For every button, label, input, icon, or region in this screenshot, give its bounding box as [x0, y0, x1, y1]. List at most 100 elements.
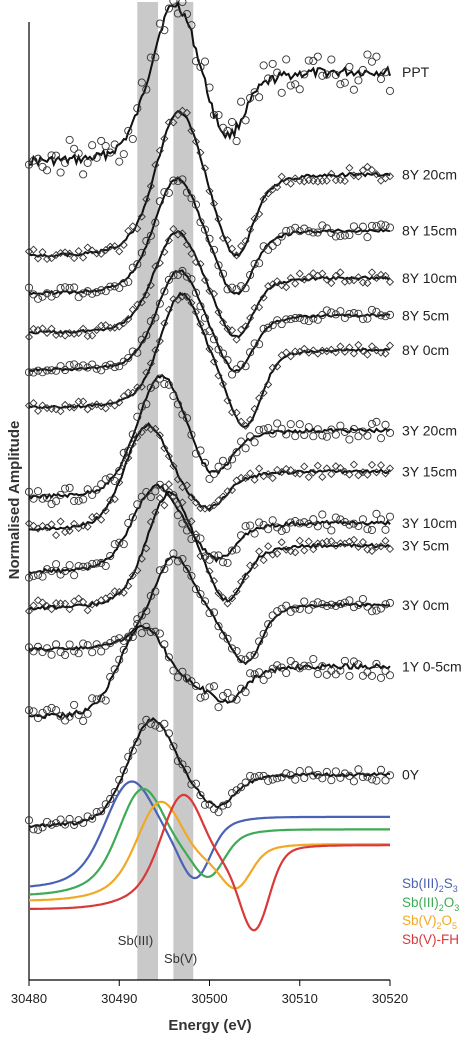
- series-point-2-112: [277, 232, 286, 241]
- series-point-7-122: [300, 462, 309, 471]
- series-point-1-156: [376, 176, 386, 185]
- series-point-12-54: [146, 719, 155, 728]
- series-point-10-80: [205, 609, 214, 618]
- series-point-9-26: [83, 606, 92, 615]
- series-point-2-16: [61, 283, 70, 292]
- series-point-4-144: [349, 309, 358, 318]
- series-point-5-24: [79, 397, 88, 406]
- series-point-6-62: [164, 380, 173, 389]
- series-point-8-50: [137, 492, 146, 501]
- series-point-3-104: [259, 293, 268, 302]
- series-point-10-138: [336, 599, 345, 608]
- series-point-5-38: [110, 401, 119, 410]
- series-point-5-134: [327, 345, 336, 354]
- series-point-3-0: [24, 332, 34, 342]
- series-point-10-4: [33, 642, 43, 651]
- series-point-1-134: [327, 169, 336, 178]
- series-point-12-130: [318, 774, 327, 783]
- series-point-6-72: [187, 430, 196, 439]
- series-point-1-160: [385, 172, 395, 181]
- series-point-4-138: [336, 307, 345, 316]
- series-point-7-144: [349, 460, 358, 469]
- series-point-10-102: [255, 637, 264, 646]
- series-point-2-32: [97, 286, 106, 295]
- series-point-10-84: [214, 622, 223, 631]
- series-point-10-76: [196, 590, 205, 599]
- series-point-1-122: [300, 177, 309, 186]
- series-point-8-98: [246, 521, 255, 530]
- series-point-11-72: [187, 677, 196, 686]
- series-point-0-130: [318, 71, 327, 80]
- series-label-9: 3Y 5cm: [402, 537, 449, 553]
- series-point-8-36: [106, 551, 115, 561]
- series-point-9-94: [237, 577, 246, 586]
- series-point-11-148: [358, 671, 367, 680]
- series-point-5-2: [29, 399, 38, 408]
- series-point-12-148: [358, 772, 367, 782]
- series-point-10-54: [146, 591, 155, 600]
- series-point-7-86: [219, 492, 228, 501]
- series-point-11-86: [218, 691, 228, 700]
- series-point-9-24: [79, 597, 88, 606]
- series-point-9-60: [160, 501, 169, 510]
- series-0: [24, 0, 395, 179]
- series-point-12-122: [300, 773, 309, 783]
- series-point-3-2: [29, 324, 38, 333]
- series-point-12-98: [246, 771, 255, 780]
- series-point-2-88: [223, 285, 232, 294]
- series-point-5-94: [237, 417, 246, 426]
- series-point-6-100: [250, 438, 259, 447]
- series-point-6-88: [223, 461, 232, 470]
- series-point-1-64: [169, 118, 178, 127]
- series-point-4-50: [137, 335, 146, 344]
- series-line-2: [28, 176, 391, 296]
- series-point-7-16: [61, 528, 70, 537]
- series-point-3-140: [340, 277, 349, 286]
- series-point-4-108: [268, 321, 277, 330]
- reference-line-1: [28, 787, 390, 896]
- series-point-0-106: [264, 74, 273, 83]
- series-point-2-4: [33, 294, 43, 303]
- series-point-6-154: [372, 417, 381, 426]
- series-point-8-42: [119, 540, 128, 549]
- series-point-10-158: [381, 600, 390, 609]
- series-point-2-66: [173, 176, 182, 186]
- series-point-10-52: [142, 607, 151, 616]
- series-point-10-68: [178, 554, 187, 564]
- series-point-8-52: [142, 488, 151, 497]
- series-point-2-72: [187, 194, 196, 203]
- series-point-5-132: [322, 347, 331, 356]
- series-point-2-28: [88, 289, 97, 298]
- band-0: [137, 2, 159, 980]
- series-point-12-4: [33, 825, 43, 834]
- series-9: [24, 480, 395, 616]
- series-point-5-92: [232, 408, 241, 417]
- series-point-5-36: [106, 399, 115, 408]
- series-point-10-118: [291, 604, 300, 613]
- series-point-9-40: [115, 587, 124, 597]
- series-point-3-130: [318, 269, 327, 278]
- series-point-10-66: [173, 557, 182, 566]
- series-point-9-120: [295, 536, 304, 545]
- series-point-3-82: [209, 289, 219, 298]
- series-point-3-24: [79, 324, 88, 333]
- series-point-11-4: [33, 714, 43, 723]
- series-point-1-4: [33, 254, 43, 263]
- series-point-9-92: [232, 587, 241, 596]
- series-point-8-84: [214, 551, 223, 560]
- series-point-3-108: [268, 280, 277, 289]
- series-point-5-128: [313, 349, 322, 358]
- series-point-10-94: [237, 655, 246, 664]
- series-labels: PPT 8Y 20cm 8Y 15cm 8Y 10cm 8Y 5cm 8Y 0cm 3Y 2…: [402, 64, 462, 947]
- series-point-11-100: [250, 670, 259, 679]
- series-point-9-58: [155, 493, 164, 503]
- series-point-9-54: [146, 517, 155, 527]
- series-point-11-136: [331, 670, 340, 679]
- series-point-7-38: [110, 495, 119, 504]
- series-point-0-122: [300, 70, 309, 79]
- series-point-12-160: [385, 771, 395, 780]
- series-point-4-90: [228, 370, 237, 379]
- series-point-3-64: [169, 224, 178, 234]
- series-point-12-78: [200, 800, 210, 809]
